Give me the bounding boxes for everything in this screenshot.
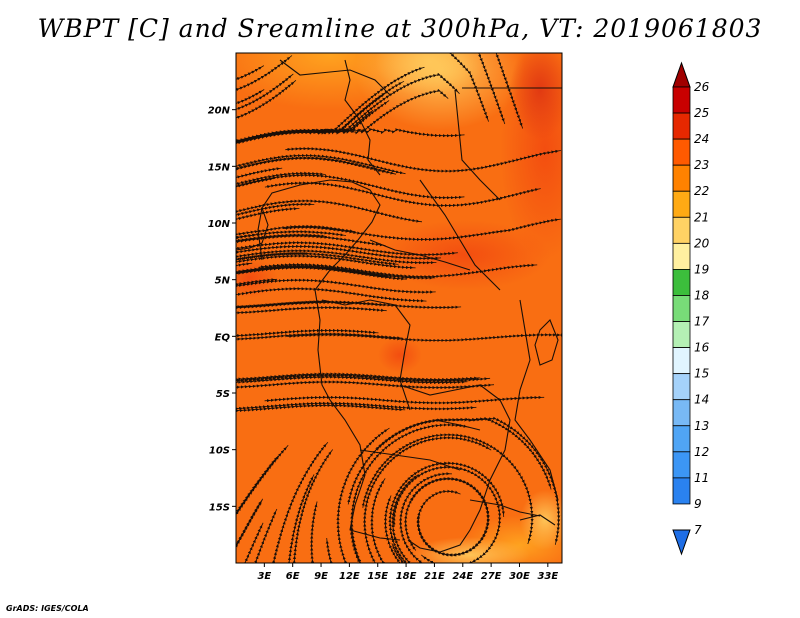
streamline [236, 171, 326, 187]
streamline [236, 266, 407, 281]
streamline [349, 524, 363, 563]
streamline [236, 278, 436, 294]
streamline [285, 147, 561, 173]
colorbar-swatch [672, 425, 691, 453]
colorbar-label: 20 [694, 236, 710, 250]
wbpt-field [236, 53, 562, 563]
colorbar-label: 12 [694, 445, 709, 459]
streamline [236, 328, 379, 338]
colorbar-label: 16 [694, 341, 710, 355]
colorbar-label: 11 [694, 471, 709, 485]
colorbar-label: 9 [694, 497, 702, 511]
colorbar-label: 13 [694, 419, 709, 433]
colorbar-swatch [672, 164, 691, 192]
lon-label: 21E [424, 571, 445, 582]
colorbar-label: 22 [694, 184, 709, 198]
colorbar-label: 15 [694, 367, 709, 381]
colorbar-label: 26 [694, 80, 710, 94]
lat-label: 20N [208, 106, 231, 117]
colorbar-swatch [672, 347, 691, 375]
lat-label: 5N [215, 276, 231, 287]
colorbar-swatch [672, 112, 691, 140]
lat-label: 5S [216, 389, 230, 400]
streamline [476, 53, 506, 125]
colorbar-swatch [672, 477, 691, 505]
colorbar-label: 25 [694, 106, 709, 120]
coastlines [236, 59, 562, 553]
streamline [236, 55, 293, 93]
streamline [236, 403, 406, 413]
streamline [264, 395, 545, 405]
lat-label: EQ [215, 332, 231, 343]
lon-label: 30E [509, 571, 530, 582]
colorbar-top-arrow [672, 61, 691, 88]
colorbar-bottom-arrow [672, 529, 691, 556]
grads-credit: GrADS: IGES/COLA [6, 604, 89, 613]
colorbar-swatch [672, 190, 691, 218]
colorbar-swatch [672, 295, 691, 322]
lon-label: 33E [537, 571, 558, 582]
latitude-axis: 20N 15N 10N 5N EQ 5S 10S 15S [208, 106, 236, 513]
streamline [236, 207, 300, 222]
lon-label: 6E [286, 571, 300, 582]
streamline [325, 537, 333, 563]
streamline [236, 300, 462, 310]
streamline [236, 372, 480, 382]
colorbar-label: 24 [694, 132, 709, 146]
colorbar-swatch [672, 242, 691, 270]
streamline [254, 508, 278, 563]
colorbar-swatch [672, 399, 691, 427]
colorbar-label: 14 [694, 393, 709, 407]
colorbar-label: 7 [694, 523, 702, 537]
colorbar-swatch [672, 86, 691, 114]
colorbar-label: 23 [694, 158, 709, 172]
map-frame [235, 52, 563, 564]
colorbar-swatch [672, 373, 691, 401]
lon-label: 9E [314, 571, 328, 582]
streamline [236, 92, 386, 145]
colorbar: 7 9 11 12 13 14 15 16 17 18 19 20 21 22 23 24 25 26 [672, 61, 710, 556]
lon-label: 18E [396, 571, 417, 582]
streamline [362, 436, 492, 563]
colorbar-label: 17 [694, 315, 710, 329]
colorbar-swatch [672, 451, 691, 479]
streamline [236, 156, 397, 175]
colorbar-label: 21 [694, 210, 709, 224]
colorbar-swatch [672, 216, 691, 244]
streamline [287, 474, 315, 563]
lon-label: 27E [481, 571, 502, 582]
chart-title: WBPT [C] and Sreamline at 300hPa, VT: 20… [37, 14, 763, 43]
streamlines [236, 53, 562, 563]
lon-label: 12E [339, 571, 360, 582]
colorbar-swatch [672, 269, 691, 296]
lon-label: 3E [257, 571, 271, 582]
colorbar-swatch [672, 138, 691, 166]
streamline [283, 218, 561, 242]
lon-label: 15E [367, 571, 388, 582]
lat-label: 15N [208, 162, 231, 173]
streamline [287, 333, 562, 343]
lat-label: 15S [209, 502, 230, 513]
colorbar-swatch [672, 321, 691, 348]
colorbar-label: 19 [694, 262, 709, 276]
colorbar-label: 18 [694, 288, 710, 302]
lat-label: 10N [208, 219, 231, 230]
lat-label: 10S [209, 446, 230, 457]
longitude-axis: 3E 6E 9E 12E 15E 18E 21E 24E 27E 30E 33E [257, 563, 558, 582]
lon-label: 24E [452, 571, 473, 582]
